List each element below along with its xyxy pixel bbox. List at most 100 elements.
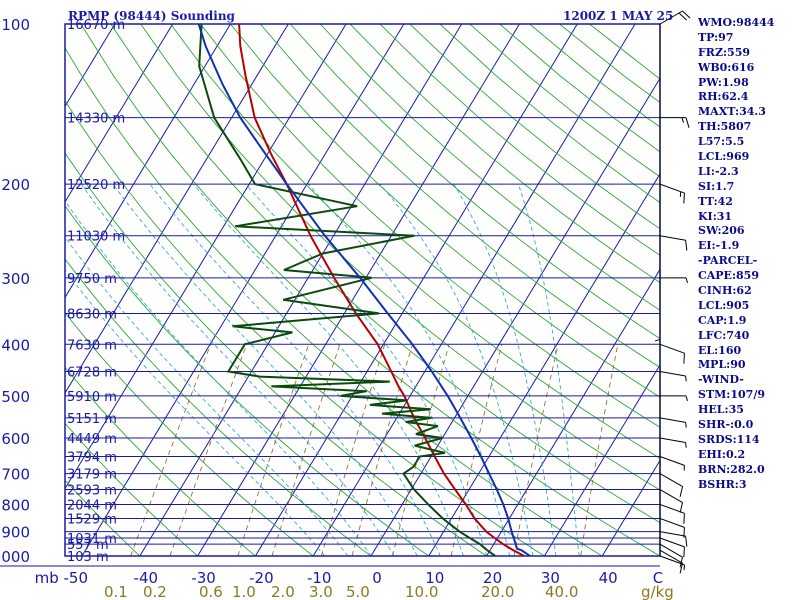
height-label: 11030 m (67, 230, 125, 245)
temperature-tick-label: 10 (425, 569, 444, 587)
height-label: 14330 m (67, 112, 125, 127)
mixing-ratio-line (351, 344, 413, 556)
index-item: HEL:35 (698, 403, 744, 417)
index-item: SI:1.7 (698, 179, 735, 193)
index-item: -PARCEL- (698, 254, 758, 268)
index-item: EL:160 (698, 343, 742, 357)
wind-barb (654, 313, 661, 342)
index-item: -WIND- (698, 373, 744, 387)
temperature-tick-label: 30 (541, 569, 560, 587)
mixing-ratio-line (130, 344, 212, 556)
pressure-tick-label: 1000 (0, 548, 30, 566)
index-item: MPL:90 (698, 358, 746, 372)
temperature-tick-label: 0 (372, 569, 382, 587)
index-item: TP:97 (698, 30, 734, 44)
pressure-tick-label: 200 (1, 176, 30, 194)
temperature-tick-label: mb -50 (35, 569, 88, 587)
isotherm-line (370, 77, 660, 556)
index-item: EI:-1.9 (698, 239, 740, 253)
axis-labels: 1002003004005006007008009001000103 m557 … (0, 16, 674, 600)
height-label: 6728 m (67, 366, 117, 381)
wind-barb (659, 343, 685, 364)
mixing-ratio-label: 0.1 (104, 583, 128, 600)
index-item: SHR-:0.0 (698, 418, 754, 432)
wind-barb (659, 10, 691, 25)
wind-barb (659, 235, 688, 251)
height-label: 2044 m (67, 498, 117, 513)
wind-barb (659, 503, 685, 524)
temperature-unit-label: C (653, 569, 663, 587)
wind-barb (659, 555, 685, 571)
mixing-ratio-label: 5.0 (346, 583, 370, 600)
wind-barb (659, 417, 687, 428)
index-item: EHI:0.2 (698, 447, 746, 461)
index-item: LCL:969 (698, 150, 750, 164)
index-item: TH:5807 (698, 120, 752, 134)
mixing-ratio-label: 10.0 (405, 583, 438, 600)
temperature-tick-label: -30 (191, 569, 216, 587)
isotherm-lines (65, 24, 660, 556)
height-label: 12520 m (67, 178, 125, 193)
index-item: L57:5.5 (698, 135, 745, 149)
temperature-line (238, 24, 525, 556)
wind-barb (659, 531, 688, 547)
wind-barb (659, 473, 684, 497)
wind-barb (660, 277, 688, 283)
dry-adiabat (140, 24, 660, 491)
index-item: WMO:98444 (698, 16, 775, 29)
wind-barb (659, 537, 685, 558)
height-label: 8630 m (67, 307, 117, 322)
index-item: MAXT:34.3 (698, 105, 766, 119)
pressure-tick-label: 400 (1, 336, 30, 354)
index-item: WB0:616 (698, 60, 755, 74)
wind-barb (659, 183, 685, 204)
isotherm-line (543, 363, 660, 556)
profile-lines (197, 24, 531, 556)
mixing-ratio-label: 40.0 (545, 583, 578, 600)
isotherm-line (197, 24, 520, 556)
height-label: 7630 m (67, 338, 117, 353)
isotherm-line (486, 268, 660, 556)
index-item: STM:107/9 (698, 388, 765, 402)
height-label: 3179 m (67, 468, 117, 483)
dry-adiabat (110, 24, 660, 524)
pressure-tick-label: 100 (1, 16, 30, 34)
height-label: 5910 m (67, 390, 117, 405)
height-label: 3794 m (67, 450, 117, 465)
index-item: KI:31 (698, 209, 733, 223)
temperature-tick-label: -40 (134, 569, 159, 587)
wind-barbs (654, 10, 691, 574)
pressure-tick-label: 500 (1, 388, 30, 406)
mixing-ratio-label: g/kg (641, 583, 674, 600)
isotherm-line (139, 24, 463, 556)
temperature-tick-label: 40 (599, 569, 618, 587)
index-item: TT:42 (698, 194, 733, 208)
isotherm-line (254, 24, 578, 556)
parcel-line (197, 24, 531, 556)
height-label: 4449 m (67, 432, 117, 447)
pressure-tick-label: 300 (1, 270, 30, 288)
pressure-tick-label: 700 (1, 466, 30, 484)
mixing-ratio-label: 20.0 (481, 583, 514, 600)
height-label: 557 m (67, 538, 109, 553)
dry-adiabat (65, 312, 314, 556)
index-item: SRDS:114 (698, 432, 760, 446)
wind-barb (659, 371, 687, 382)
moist-adiabat (307, 183, 511, 556)
index-item: BRN:282.0 (698, 462, 765, 476)
wind-barb (659, 517, 685, 538)
mixing-ratio-label: 0.2 (143, 583, 167, 600)
dry-adiabat-lines (65, 24, 660, 556)
temperature-tick-label: -20 (249, 569, 274, 587)
index-item: RH:62.4 (698, 90, 749, 104)
isotherm-line (65, 24, 289, 394)
wind-barb (659, 489, 684, 513)
moist-adiabat (65, 236, 349, 556)
mixing-ratio-label: 3.0 (309, 583, 333, 600)
mixing-ratio-label: 1.0 (232, 583, 256, 600)
height-label: 1031 m (67, 532, 117, 547)
index-item: CINH:62 (698, 284, 752, 298)
pressure-tick-label: 800 (1, 496, 30, 514)
height-label: 9750 m (67, 272, 117, 287)
wind-barb (659, 543, 684, 568)
